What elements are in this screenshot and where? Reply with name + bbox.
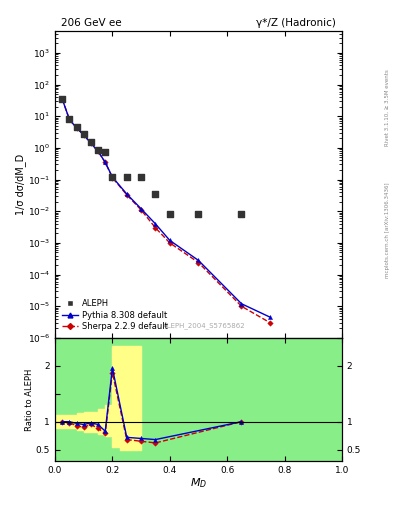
Text: γ*/Z (Hadronic): γ*/Z (Hadronic) [256, 17, 336, 28]
Point [195, 210, 202, 219]
Y-axis label: 1/σ dσ/dM_D: 1/σ dσ/dM_D [15, 154, 26, 215]
X-axis label: $M_D$: $M_D$ [190, 476, 207, 490]
Point [66, 115, 73, 123]
Text: ALEPH_2004_S5765862: ALEPH_2004_S5765862 [163, 322, 246, 329]
Legend: ALEPH, Pythia 8.308 default, Sherpa 2.2.9 default: ALEPH, Pythia 8.308 default, Sherpa 2.2.… [59, 297, 170, 334]
Point [167, 210, 173, 219]
Point [102, 148, 108, 156]
Text: Rivet 3.1.10, ≥ 3.5M events: Rivet 3.1.10, ≥ 3.5M events [385, 69, 390, 146]
Text: mcplots.cern.ch [arXiv:1306.3436]: mcplots.cern.ch [arXiv:1306.3436] [385, 183, 390, 278]
Y-axis label: Ratio to ALEPH: Ratio to ALEPH [26, 368, 35, 431]
Point [81, 130, 87, 138]
Point [95, 146, 101, 154]
Point [73, 123, 80, 131]
Point [152, 190, 159, 198]
Point [88, 138, 94, 146]
Point [109, 173, 116, 181]
Point [124, 173, 130, 181]
Text: 206 GeV ee: 206 GeV ee [61, 17, 121, 28]
Point [138, 173, 144, 181]
Point [59, 95, 65, 103]
Point [239, 210, 245, 219]
